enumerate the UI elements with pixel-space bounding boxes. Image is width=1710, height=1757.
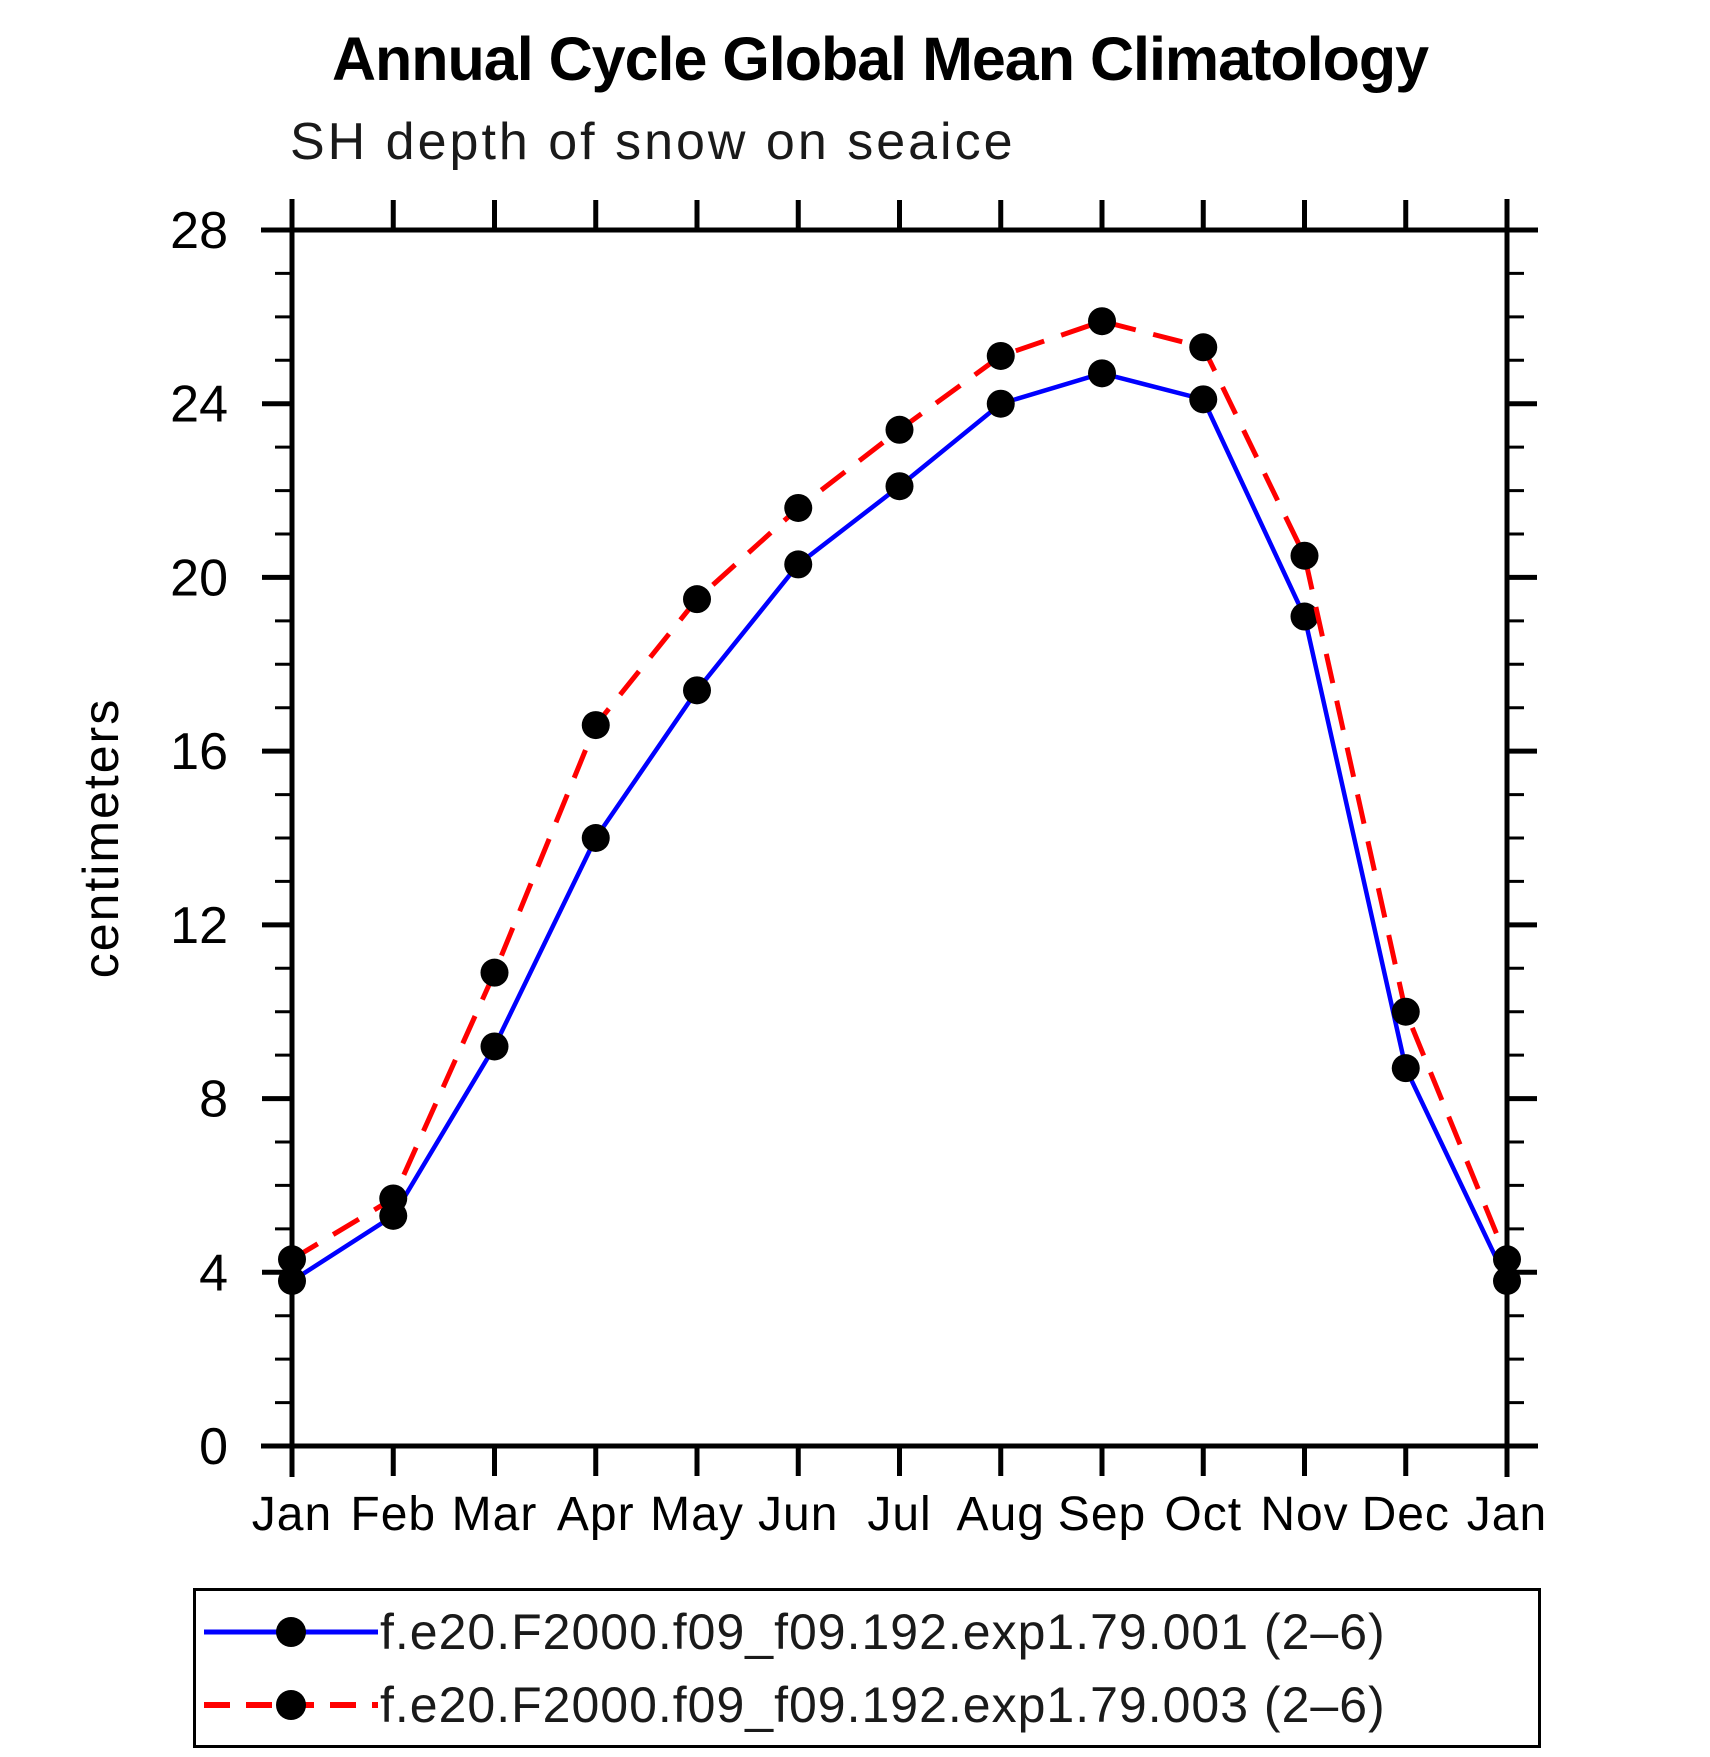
line-chart-canvas: 0 4 8 12 16 20 24 28 Jan Feb Mar Apr May Jun Jul Aug Sep… [73, 199, 1547, 1541]
series-marker-0 [683, 676, 711, 705]
series-marker-1 [379, 1184, 408, 1213]
series-marker-0 [1088, 359, 1116, 388]
x-tick-label: Jan [252, 1488, 332, 1541]
series-marker-1 [480, 958, 509, 987]
series-marker-0 [1493, 1266, 1521, 1295]
legend-box: f.e20.F2000.f09_f09.192.exp1.79.001 (2–6… [193, 1588, 1541, 1748]
series-marker-0 [581, 824, 610, 852]
x-tick-label: Jan [1467, 1488, 1547, 1541]
series-marker-0 [885, 472, 914, 501]
series-line-1 [290, 318, 1510, 1262]
chart-title: Annual Cycle Global Mean Climatology [331, 25, 1429, 93]
x-tick-label: Mar [452, 1488, 538, 1541]
series-marker-1 [1189, 333, 1218, 362]
y-tick-label: 0 [199, 1418, 228, 1476]
legend-label-0: f.e20.F2000.f09_f09.192.exp1.79.001 (2–6… [380, 1603, 1386, 1660]
y-tick-label: 28 [170, 202, 228, 260]
series-marker-0 [1189, 385, 1218, 414]
series-marker-1 [1493, 1245, 1521, 1274]
series-marker-0 [480, 1032, 509, 1061]
series-marker-0 [986, 389, 1015, 418]
series-marker-1 [784, 493, 813, 522]
series-marker-0 [1290, 602, 1319, 631]
x-tick-label: Nov [1260, 1488, 1348, 1541]
series-line-0 [290, 370, 1510, 1283]
legend-marker-sample [276, 1616, 306, 1647]
series-marker-1 [278, 1245, 306, 1274]
series-marker-1 [986, 341, 1015, 370]
x-tick-label: Apr [557, 1488, 635, 1541]
x-tick-label: Jul [867, 1488, 931, 1541]
y-tick-label: 8 [199, 1071, 228, 1129]
series-marker-1 [1088, 307, 1116, 336]
x-tick-label: Aug [957, 1488, 1045, 1541]
series-marker-1 [885, 415, 914, 444]
y-tick-label: 20 [170, 549, 228, 607]
y-tick-label: 4 [199, 1244, 228, 1302]
legend-swatch-0 [204, 1616, 378, 1647]
legend-swatch-1 [204, 1689, 378, 1720]
series-marker-1 [683, 585, 711, 614]
y-axis-title: centimeters [73, 698, 129, 978]
series-marker-0 [278, 1266, 306, 1295]
y-tick-label: 24 [170, 376, 228, 434]
series-marker-1 [1290, 541, 1319, 570]
series-marker-1 [1391, 997, 1420, 1026]
legend-label-1: f.e20.F2000.f09_f09.192.exp1.79.003 (2–6… [380, 1676, 1386, 1733]
x-tick-label: Jun [758, 1488, 838, 1541]
chart-subtitle: SH depth of snow on seaice [290, 113, 1016, 171]
x-tick-label: Feb [350, 1488, 436, 1541]
legend-row-0: f.e20.F2000.f09_f09.192.exp1.79.001 (2–6… [202, 1604, 1538, 1660]
y-tick-label: 16 [170, 723, 228, 781]
y-tick-label: 12 [170, 897, 228, 955]
series-marker-0 [1391, 1054, 1420, 1083]
x-tick-label: Dec [1362, 1488, 1450, 1541]
x-tick-label: May [650, 1488, 744, 1541]
legend-row-1: f.e20.F2000.f09_f09.192.exp1.79.003 (2–6… [202, 1677, 1538, 1733]
x-tick-label: Sep [1058, 1488, 1146, 1541]
series-marker-0 [784, 550, 813, 579]
series-marker-1 [581, 711, 610, 740]
x-tick-label: Oct [1164, 1488, 1242, 1541]
legend-marker-sample [276, 1689, 306, 1720]
